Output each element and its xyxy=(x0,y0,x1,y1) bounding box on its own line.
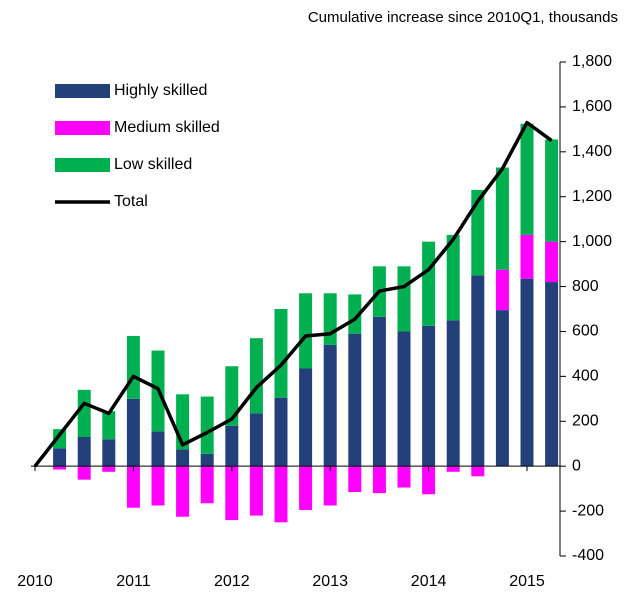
bar xyxy=(53,448,67,467)
bar xyxy=(446,320,460,467)
bar xyxy=(397,466,411,488)
bar xyxy=(545,241,559,283)
y-tick-label: -400 xyxy=(572,547,604,564)
bar xyxy=(102,466,116,472)
bar xyxy=(520,278,534,467)
bar xyxy=(471,275,485,467)
y-tick-label: 0 xyxy=(572,457,581,474)
legend-label: Highly skilled xyxy=(114,82,207,99)
y-tick-label: 800 xyxy=(572,278,599,295)
x-tick-label: 2010 xyxy=(17,573,53,590)
bar xyxy=(126,335,140,399)
legend-swatch xyxy=(55,158,110,172)
chart-title: Cumulative increase since 2010Q1, thousa… xyxy=(308,9,618,26)
bar xyxy=(200,396,214,454)
bar xyxy=(348,294,362,334)
bar xyxy=(102,411,116,440)
y-tick-label: 1,600 xyxy=(572,98,612,115)
bar xyxy=(495,269,509,311)
legend-swatch xyxy=(55,84,110,98)
bar xyxy=(102,439,116,467)
bar xyxy=(77,436,91,467)
x-tick-label: 2011 xyxy=(116,573,151,590)
y-tick-label: 1,800 xyxy=(572,53,612,70)
bar xyxy=(397,266,411,332)
bar xyxy=(299,368,313,467)
bar xyxy=(323,344,337,467)
bar xyxy=(348,466,362,493)
bar xyxy=(397,331,411,467)
bar xyxy=(200,466,214,504)
bar xyxy=(249,338,263,414)
bar xyxy=(225,366,239,426)
legend-label: Medium skilled xyxy=(114,119,220,136)
bar xyxy=(372,316,386,467)
x-tick-label: 2012 xyxy=(214,573,250,590)
x-tick-label: 2014 xyxy=(411,573,447,590)
y-tick-label: 200 xyxy=(572,412,599,429)
legend-swatch xyxy=(55,121,110,135)
bar xyxy=(151,431,165,467)
bar xyxy=(495,167,509,270)
bar xyxy=(200,453,214,467)
y-tick-label: 600 xyxy=(572,323,599,340)
bar xyxy=(520,234,534,279)
bar xyxy=(471,189,485,276)
bar xyxy=(249,466,263,516)
bar xyxy=(77,389,91,437)
bar xyxy=(299,466,313,510)
total-line xyxy=(33,120,553,468)
legend-label: Total xyxy=(114,193,148,210)
y-tick-label: 400 xyxy=(572,368,599,385)
bar xyxy=(372,466,386,494)
bar xyxy=(495,310,509,467)
bar xyxy=(274,309,288,398)
bar xyxy=(225,466,239,521)
y-tick-label: -200 xyxy=(572,502,604,519)
bar xyxy=(249,413,263,467)
bar xyxy=(176,466,190,517)
bar xyxy=(446,466,460,472)
bar xyxy=(446,234,460,321)
bar xyxy=(225,425,239,467)
bar xyxy=(471,466,485,477)
bar xyxy=(176,449,190,467)
bar xyxy=(53,429,67,449)
bar xyxy=(53,466,67,470)
bar xyxy=(274,397,288,467)
bar xyxy=(422,241,436,326)
bar xyxy=(151,466,165,506)
bar xyxy=(323,293,337,345)
bar xyxy=(126,466,140,508)
y-tick-label: 1,000 xyxy=(572,233,612,250)
bar xyxy=(299,293,313,369)
bar xyxy=(348,333,362,467)
bar xyxy=(323,466,337,506)
legend-label: Low skilled xyxy=(114,156,192,173)
bar xyxy=(545,139,559,242)
bar xyxy=(274,466,288,523)
bar xyxy=(126,398,140,467)
bar xyxy=(520,123,534,235)
bar xyxy=(422,325,436,467)
y-tick-label: 1,400 xyxy=(572,143,612,160)
bar xyxy=(545,282,559,467)
x-tick-label: 2013 xyxy=(312,573,348,590)
bar xyxy=(77,466,91,480)
bar xyxy=(422,466,436,495)
x-tick-label: 2015 xyxy=(509,573,545,590)
y-tick-label: 1,200 xyxy=(572,188,612,205)
